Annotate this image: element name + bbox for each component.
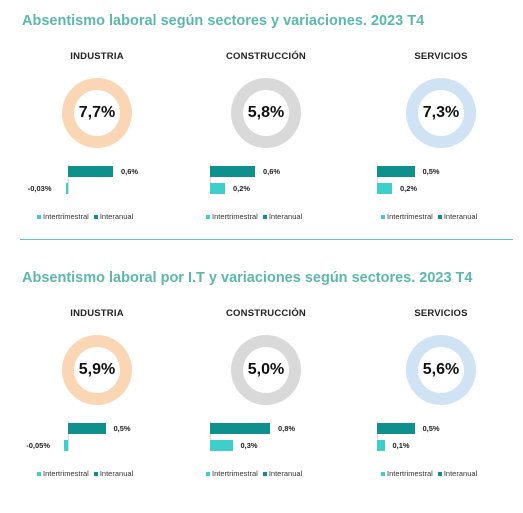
- bar-label-interanual-industria: 0,6%: [121, 167, 139, 176]
- section-title: Absentismo laboral según sectores y vari…: [22, 13, 425, 29]
- legend-swatch-interanual: [93, 472, 98, 477]
- donut-value: 5,6%: [422, 361, 460, 378]
- bar-label-intertrimestral-servicios: 0,2%: [400, 184, 418, 193]
- bar-label-interanual-servicios: 0,5%: [422, 167, 440, 176]
- donut-hole: [74, 90, 120, 136]
- donut-value: 5,9%: [78, 361, 116, 378]
- sector-name-industria: INDUSTRIA: [70, 308, 124, 319]
- legend-label-interanual: Interanual: [443, 469, 478, 478]
- legend: Intertrimestral Interanual: [206, 212, 307, 221]
- bar-label-intertrimestral-industria: -0,03%: [27, 184, 52, 193]
- donut-hole: [418, 347, 464, 393]
- legend-item-intertrimestral: Intertrimestral: [381, 469, 433, 478]
- legend-swatch-interanual: [262, 215, 267, 220]
- legend: Intertrimestral Interanual: [37, 469, 138, 478]
- donut-hole: [243, 347, 289, 393]
- sector-name-servicios: SERVICIOS: [414, 51, 468, 62]
- sector-name-construccion: CONSTRUCCIÓN: [226, 51, 306, 62]
- bar-interanual-industria: [68, 166, 113, 177]
- legend-item-intertrimestral: Intertrimestral: [206, 469, 258, 478]
- bar-intertrimestral-industria: [64, 440, 68, 451]
- legend-swatch-intertrimestral: [206, 215, 210, 220]
- bar-intertrimestral-industria: [65, 183, 68, 194]
- donut-servicios: 5,6%: [406, 335, 476, 405]
- legend-swatch-intertrimestral: [37, 472, 41, 477]
- legend-item-interanual: Interanual: [93, 469, 134, 478]
- bar-intertrimestral-construccion: [210, 440, 233, 451]
- bar-label-intertrimestral-construccion: 0,2%: [233, 184, 251, 193]
- bar-label-intertrimestral-industria: -0,05%: [26, 441, 51, 450]
- legend-label-interanual: Interanual: [99, 469, 134, 478]
- legend-label-intertrimestral: Intertrimestral: [387, 212, 433, 221]
- donut-industria: 5,9%: [62, 335, 132, 405]
- legend-label-interanual: Interanual: [268, 469, 303, 478]
- sector-name-construccion: CONSTRUCCIÓN: [226, 308, 306, 319]
- legend-label-intertrimestral: Intertrimestral: [43, 212, 89, 221]
- section-title: Absentismo laboral por I.T y variaciones…: [22, 270, 473, 286]
- legend-swatch-intertrimestral: [37, 215, 41, 220]
- legend-swatch-intertrimestral: [381, 215, 385, 220]
- legend-label-intertrimestral: Intertrimestral: [212, 212, 258, 221]
- section-divider: [20, 239, 513, 240]
- bar-interanual-construccion: [210, 423, 270, 434]
- sector-name-industria: INDUSTRIA: [70, 51, 124, 62]
- legend-item-intertrimestral: Intertrimestral: [37, 212, 89, 221]
- bar-label-interanual-construccion: 0,6%: [263, 167, 281, 176]
- bar-intertrimestral-servicios: [377, 183, 392, 194]
- bar-label-intertrimestral-construccion: 0,3%: [240, 441, 258, 450]
- legend-item-interanual: Interanual: [437, 212, 478, 221]
- legend-label-intertrimestral: Intertrimestral: [212, 469, 258, 478]
- bar-label-interanual-servicios: 0,5%: [422, 424, 440, 433]
- donut-value: 7,3%: [422, 104, 460, 121]
- legend-item-interanual: Interanual: [437, 469, 478, 478]
- donut-hole: [418, 90, 464, 136]
- bar-axis: [210, 164, 211, 194]
- bar-axis: [210, 421, 211, 451]
- donut-hole: [74, 347, 120, 393]
- donut-servicios: 7,3%: [406, 78, 476, 148]
- bar-intertrimestral-construccion: [210, 183, 225, 194]
- legend-item-intertrimestral: Intertrimestral: [381, 212, 433, 221]
- legend-swatch-intertrimestral: [381, 472, 385, 477]
- bar-interanual-servicios: [377, 166, 415, 177]
- bar-axis: [377, 421, 378, 451]
- legend-item-intertrimestral: Intertrimestral: [37, 469, 89, 478]
- bar-axis: [68, 164, 69, 194]
- legend: Intertrimestral Interanual: [206, 469, 307, 478]
- bar-interanual-industria: [68, 423, 106, 434]
- donut-value: 5,8%: [247, 104, 285, 121]
- donut-hole: [243, 90, 289, 136]
- legend-swatch-interanual: [93, 215, 98, 220]
- donut-value: 7,7%: [78, 104, 116, 121]
- legend-swatch-interanual: [437, 215, 442, 220]
- legend-label-interanual: Interanual: [443, 212, 478, 221]
- legend-swatch-interanual: [437, 472, 442, 477]
- legend-item-interanual: Interanual: [262, 212, 303, 221]
- donut-value: 5,0%: [247, 361, 285, 378]
- bar-label-interanual-construccion: 0,8%: [278, 424, 296, 433]
- legend-label-interanual: Interanual: [99, 212, 134, 221]
- bar-axis: [68, 421, 69, 451]
- bar-axis: [377, 164, 378, 194]
- donut-construccion: 5,8%: [231, 78, 301, 148]
- legend-label-interanual: Interanual: [268, 212, 303, 221]
- bar-interanual-construccion: [210, 166, 255, 177]
- donut-industria: 7,7%: [62, 78, 132, 148]
- legend: Intertrimestral Interanual: [381, 212, 482, 221]
- donut-construccion: 5,0%: [231, 335, 301, 405]
- bar-label-intertrimestral-servicios: 0,1%: [392, 441, 410, 450]
- legend-label-intertrimestral: Intertrimestral: [387, 469, 433, 478]
- legend-item-interanual: Interanual: [262, 469, 303, 478]
- legend: Intertrimestral Interanual: [381, 469, 482, 478]
- bar-label-interanual-industria: 0,5%: [113, 424, 131, 433]
- legend-item-interanual: Interanual: [93, 212, 134, 221]
- legend: Intertrimestral Interanual: [37, 212, 138, 221]
- legend-item-intertrimestral: Intertrimestral: [206, 212, 258, 221]
- legend-swatch-intertrimestral: [206, 472, 210, 477]
- legend-label-intertrimestral: Intertrimestral: [43, 469, 89, 478]
- bar-interanual-servicios: [377, 423, 415, 434]
- bar-intertrimestral-servicios: [377, 440, 385, 451]
- legend-swatch-interanual: [262, 472, 267, 477]
- sector-name-servicios: SERVICIOS: [414, 308, 468, 319]
